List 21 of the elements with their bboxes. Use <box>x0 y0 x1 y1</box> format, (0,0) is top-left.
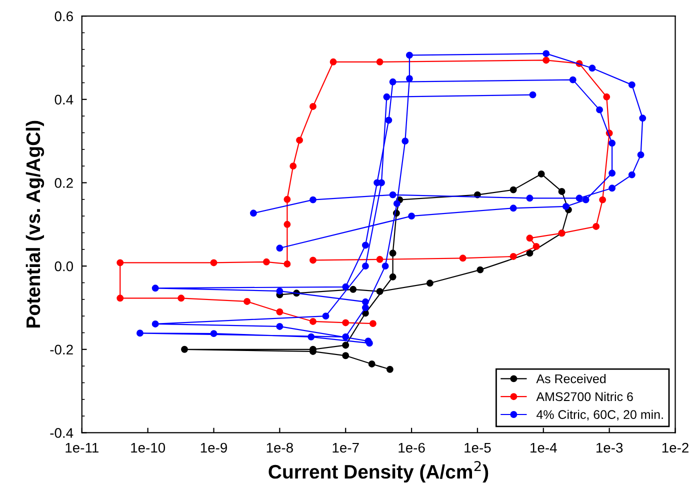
legend-label: As Received <box>536 374 606 384</box>
legend-label: 4% Citric, 60C, 20 min. <box>536 410 663 420</box>
y-tick-label: -0.2 <box>50 344 73 355</box>
y-tick-label: 0.4 <box>54 94 74 105</box>
x-tick-label: 1e-10 <box>131 442 166 453</box>
x-tick-label: 1e-9 <box>200 442 227 453</box>
y-tick-label: 0.0 <box>54 261 74 272</box>
legend-label: AMS2700 Nitric 6 <box>536 392 633 402</box>
x-tick-label: 1e-7 <box>332 442 359 453</box>
x-tick-label: 1e-4 <box>530 442 557 453</box>
x-tick-label: 1e-11 <box>66 442 98 453</box>
x-tick-label: 1e-3 <box>596 442 623 453</box>
x-tick-label: 1e-5 <box>464 442 491 453</box>
x-tick-label: 1e-8 <box>266 442 293 453</box>
x-axis-title: Current Density (A/cm$^{2}$) <box>268 460 488 483</box>
y-tick-label: 0.2 <box>54 178 73 188</box>
y-tick-label: 0.6 <box>54 11 73 22</box>
x-tick-label: 1e-6 <box>398 442 425 453</box>
x-tick-label: 1e-2 <box>662 442 688 453</box>
y-tick-label: -0.4 <box>50 428 74 438</box>
y-axis-title: Potential (vs. Ag/AgCl) <box>26 120 44 328</box>
